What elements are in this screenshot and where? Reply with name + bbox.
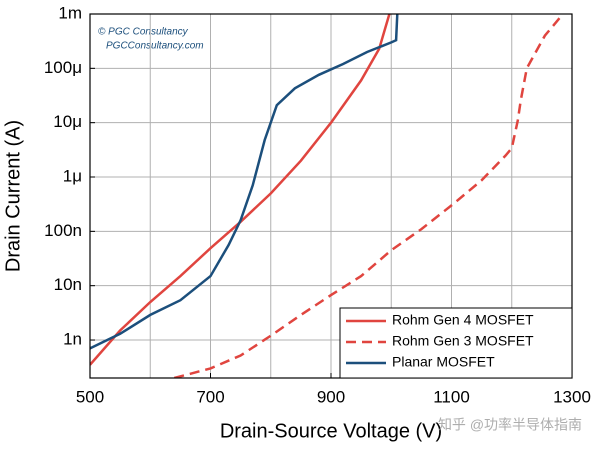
y-tick-label: 10μ xyxy=(53,112,82,131)
watermark: 知乎 @功率半导体指南 xyxy=(438,417,582,433)
y-tick-label: 1n xyxy=(63,330,82,349)
y-tick-label: 1m xyxy=(58,3,82,22)
y-tick-label: 100μ xyxy=(44,58,82,77)
x-tick-label: 900 xyxy=(317,387,345,406)
y-tick-label: 1μ xyxy=(63,166,82,185)
data-line xyxy=(90,14,391,366)
y-axis-label: Drain Current (A) xyxy=(2,120,24,272)
x-axis-label: Drain-Source Voltage (V) xyxy=(220,420,442,442)
x-tick-label: 1300 xyxy=(553,387,591,406)
y-tick-label: 100n xyxy=(44,221,82,240)
plot-frame xyxy=(89,13,573,379)
data-line xyxy=(90,14,399,350)
x-tick-label: 700 xyxy=(196,387,224,406)
legend-label: Rohm Gen 4 MOSFET xyxy=(392,312,534,328)
y-tick-label: 10n xyxy=(54,275,82,294)
legend-label: Rohm Gen 3 MOSFET xyxy=(392,333,534,349)
data-line xyxy=(173,14,564,378)
annotation: PGCConsultancy.com xyxy=(106,41,204,52)
x-tick-label: 1100 xyxy=(433,387,470,406)
annotation: © PGC Consultancy xyxy=(98,27,189,38)
legend-label: Planar MOSFET xyxy=(392,354,495,370)
x-tick-label: 500 xyxy=(76,387,104,406)
